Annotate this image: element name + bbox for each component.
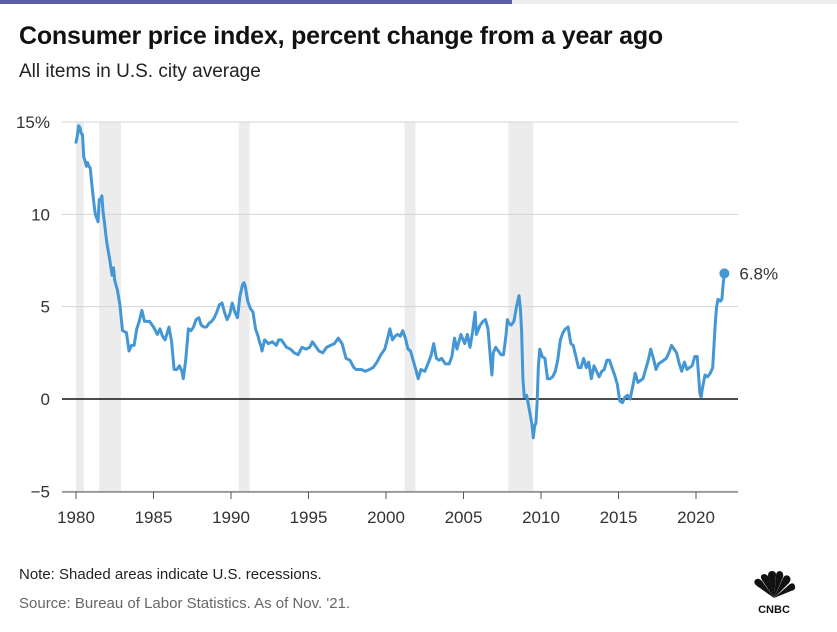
- latest-value-marker: [719, 268, 730, 279]
- footnote-recessions: Note: Shaded areas indicate U.S. recessi…: [19, 566, 322, 583]
- chart-subtitle: All items in U.S. city average: [19, 61, 261, 82]
- y-tick-label: 10: [31, 205, 50, 224]
- y-tick-label: 15%: [16, 113, 50, 132]
- x-tick-label: 2005: [445, 508, 483, 527]
- y-tick-label: 0: [41, 390, 50, 409]
- header-accent-bar: [0, 0, 512, 4]
- x-tick-label: 2015: [600, 508, 638, 527]
- y-tick-label: −5: [31, 482, 50, 501]
- y-axis-tick-labels: 15% 10 5 0 −5: [16, 113, 50, 501]
- x-tick-label: 1985: [135, 508, 173, 527]
- cpi-series-line: [74, 124, 726, 440]
- latest-value-label: 6.8%: [739, 264, 778, 283]
- series-group: 6.8%: [74, 124, 778, 440]
- source-credit: Source: Bureau of Labor Statistics. As o…: [19, 595, 351, 612]
- x-tick-label: 2020: [677, 508, 715, 527]
- gridlines-group: [62, 121, 738, 492]
- x-tick-label: 2010: [522, 508, 560, 527]
- x-tick-label: 1980: [57, 508, 95, 527]
- x-tick-label: 1990: [212, 508, 250, 527]
- chart-title: Consumer price index, percent change fro…: [19, 22, 663, 50]
- x-tick-label: 1995: [290, 508, 328, 527]
- cpi-line-chart: 15% 10 5 0 −5 1980 1985 1990 1995 2000 2005 2010 20…: [16, 113, 778, 527]
- logo-text: CNBC: [758, 604, 790, 616]
- y-tick-label: 5: [41, 298, 50, 317]
- x-tick-label: 2000: [367, 508, 405, 527]
- cnbc-logo-icon: CNBC: [754, 571, 796, 616]
- x-axis: 1980 1985 1990 1995 2000 2005 2010 2015 2020: [57, 491, 738, 527]
